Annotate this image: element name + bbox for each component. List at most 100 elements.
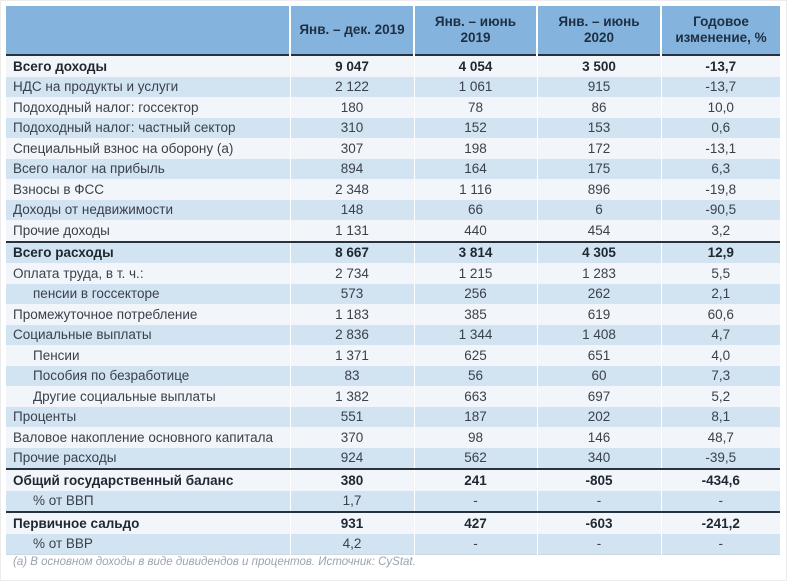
table-body: Всего доходы 9 047 4 054 3 500 -13,7 НДС на п… — [6, 55, 780, 555]
row-value: 262 — [536, 283, 661, 304]
column-header: Янв. – июнь 2019 — [413, 6, 537, 55]
row-value: 2 734 — [289, 263, 414, 284]
column-header: Янв. – июнь 2020 — [536, 6, 661, 55]
row-value: 175 — [536, 158, 661, 179]
table-row: % от ВВР 4,2- - - — [6, 533, 780, 555]
row-label: % от ВВП — [33, 493, 94, 509]
row-label: пенсии в госсекторе — [33, 286, 160, 302]
table-row: Пенсии 1 371 625 651 4,0 — [6, 345, 780, 366]
row-label: Другие социальные выплаты — [33, 388, 216, 404]
row-value: -90,5 — [660, 199, 780, 220]
row-label: Общий государственный баланс — [13, 472, 234, 488]
table-row: Прочие расходы 924 562 340 -39,5 — [6, 447, 780, 469]
row-value: - — [660, 490, 780, 512]
row-value: 10,0 — [660, 97, 780, 118]
row-value: 1 344 — [413, 324, 537, 345]
table-header: Янв. – дек. 2019 Янв. – июнь 2019 Янв. – и… — [6, 6, 780, 55]
row-value: 307 — [289, 138, 414, 159]
row-value: 56 — [413, 365, 537, 386]
row-value: 172 — [536, 138, 661, 159]
row-label: Валовое накопление основного капитала — [13, 429, 274, 445]
table-row: Прочие доходы 1 131 440 454 3,2 — [6, 220, 780, 242]
row-value: 4 054 — [413, 55, 537, 77]
row-label: Промежуточное потребление — [13, 306, 198, 322]
table-row: Специальный взнос на оборону (а) 307 198 17… — [6, 138, 780, 159]
row-label: Подоходный налог: госсектор — [13, 99, 199, 115]
row-value: 1 371 — [289, 345, 414, 366]
table-row: Всего налог на прибыль 894 164 175 6,3 — [6, 158, 780, 179]
budget-table-container: Янв. – дек. 2019 Янв. – июнь 2019 Янв. – и… — [6, 6, 780, 555]
row-value: - — [413, 533, 537, 555]
row-value: 12,9 — [660, 241, 780, 263]
row-label: Оплата труда, в т. ч.: — [13, 265, 144, 281]
table-row: Оплата труда, в т. ч.: 2 734 1 215 1 283 5,5 — [6, 263, 780, 284]
row-label: Проценты — [13, 409, 77, 425]
row-label: Пенсии — [33, 347, 80, 363]
row-value: 1 183 — [289, 304, 414, 325]
row-label: Всего расходы — [13, 245, 114, 261]
row-value: 915 — [536, 76, 661, 97]
row-value: 551 — [289, 406, 414, 427]
table-row: % от ВВП 1,7- - - — [6, 490, 780, 512]
row-value: -241,2 — [660, 512, 780, 534]
row-value: 3 814 — [413, 241, 537, 263]
row-value: 4,2 — [289, 533, 414, 555]
row-label: Прочие доходы — [13, 222, 110, 238]
row-value: 4,0 — [660, 345, 780, 366]
row-value: -39,5 — [660, 447, 780, 469]
row-value: 2 348 — [289, 179, 414, 200]
table-row: Всего расходы 8 667 3 814 4 305 12,9 — [6, 241, 780, 263]
row-value: 1 408 — [536, 324, 661, 345]
budget-table: Янв. – дек. 2019 Янв. – июнь 2019 Янв. – и… — [6, 6, 780, 555]
row-label: НДС на продукты и услуги — [13, 79, 179, 95]
row-value: 380 — [289, 469, 414, 491]
row-value: 148 — [289, 199, 414, 220]
row-value: 0,6 — [660, 117, 780, 138]
row-value: -19,8 — [660, 179, 780, 200]
row-value: 164 — [413, 158, 537, 179]
row-value: 440 — [413, 220, 537, 242]
row-label: Всего доходы — [13, 58, 108, 74]
row-value: 2 836 — [289, 324, 414, 345]
table-row: Социальные выплаты 2 836 1 344 1 408 4,7 — [6, 324, 780, 345]
column-header: Годовое изменение, % — [660, 6, 780, 55]
footnote: (а) В основном доходы в виде дивидендов … — [13, 556, 416, 568]
row-value: 385 — [413, 304, 537, 325]
row-value: -603 — [536, 512, 661, 534]
row-value: -13,7 — [660, 76, 780, 97]
row-value: 5,5 — [660, 263, 780, 284]
row-value: 896 — [536, 179, 661, 200]
row-value: 4 305 — [536, 241, 661, 263]
row-value: 146 — [536, 427, 661, 448]
row-value: 562 — [413, 447, 537, 469]
row-value: 651 — [536, 345, 661, 366]
row-value: 198 — [413, 138, 537, 159]
row-value: 48,7 — [660, 427, 780, 448]
row-value: 625 — [413, 345, 537, 366]
row-value: 98 — [413, 427, 537, 448]
row-value: 3 500 — [536, 55, 661, 77]
row-value: 2,1 — [660, 283, 780, 304]
row-label: Взносы в ФСС — [13, 181, 105, 197]
table-row: пенсии в госсекторе 573 256 262 2,1 — [6, 283, 780, 304]
row-label: Специальный взнос на оборону (а) — [13, 140, 234, 156]
row-value: 1,7 — [289, 490, 414, 512]
table-row: Проценты 551 187 202 8,1 — [6, 406, 780, 427]
row-value: 370 — [289, 427, 414, 448]
row-value: 78 — [413, 97, 537, 118]
row-label: Подоходный налог: частный сектор — [13, 120, 236, 136]
table-row: Взносы в ФСС 2 348 1 116 896 -19,8 — [6, 179, 780, 200]
row-value: 5,2 — [660, 386, 780, 407]
row-value: 241 — [413, 469, 537, 491]
table-row: Промежуточное потребление 1 183 385 619 60,6 — [6, 304, 780, 325]
row-value: 152 — [413, 117, 537, 138]
row-value: 4,7 — [660, 324, 780, 345]
table-row: Общий государственный баланс 380 241 -805 -4… — [6, 469, 780, 491]
table-row: Доходы от недвижимости 148 66 6 -90,5 — [6, 199, 780, 220]
row-label: Прочие расходы — [13, 450, 117, 466]
row-value: 340 — [536, 447, 661, 469]
row-value: 894 — [289, 158, 414, 179]
row-value: - — [536, 490, 661, 512]
table-row: Пособия по безработице 83 56 60 7,3 — [6, 365, 780, 386]
row-value: 7,3 — [660, 365, 780, 386]
